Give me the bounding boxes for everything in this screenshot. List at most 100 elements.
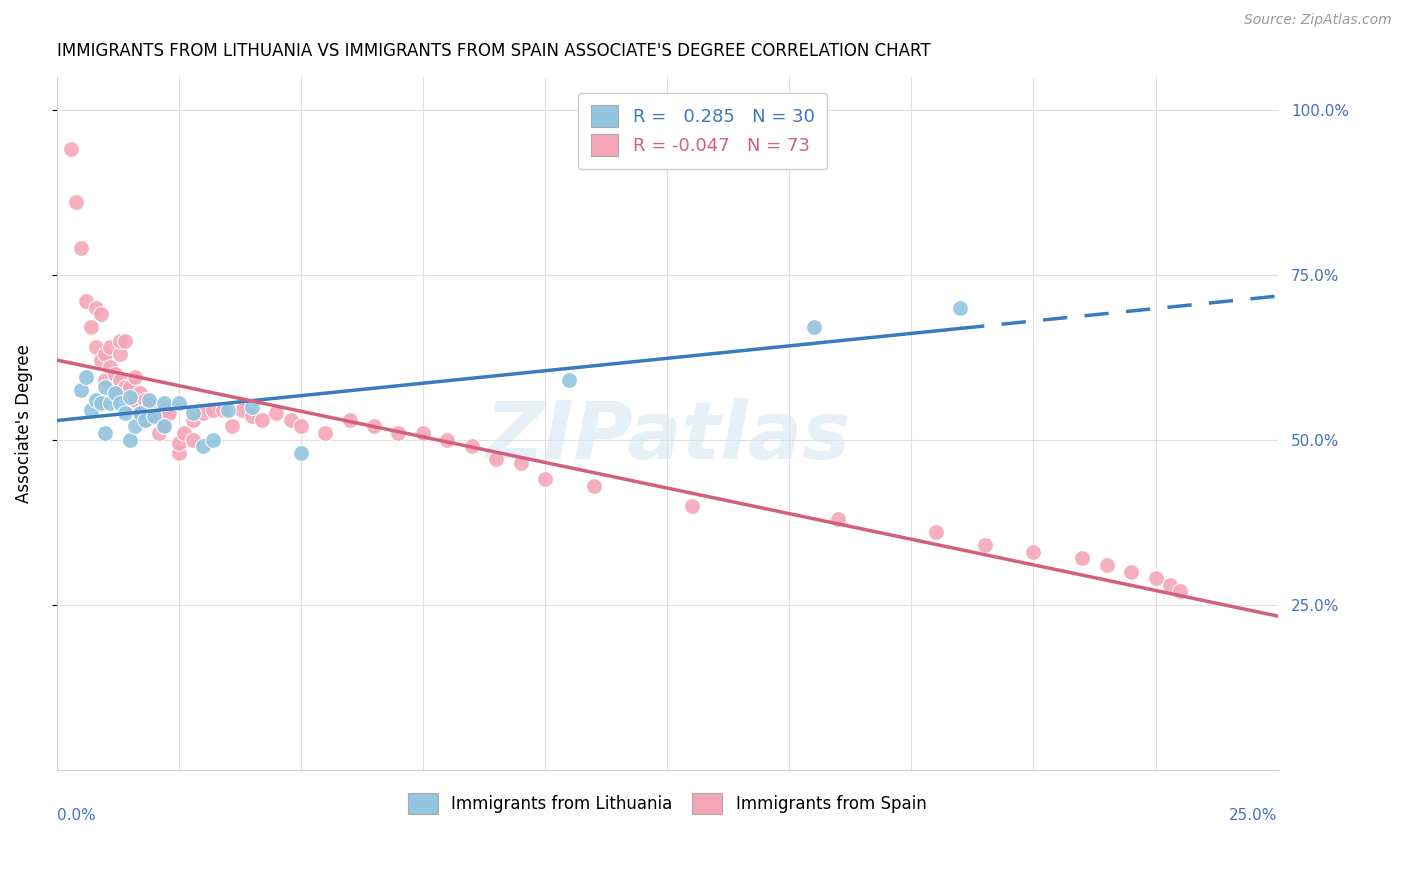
Point: [90, 353, 112, 368]
Point: [84, 340, 107, 354]
Point: [280, 413, 302, 427]
Point: [94, 425, 117, 440]
Point: [153, 419, 176, 434]
Point: [124, 370, 146, 384]
Point: [84, 301, 107, 315]
Point: [65, 194, 87, 209]
Point: [80, 320, 103, 334]
Y-axis label: Associate's Degree: Associate's Degree: [15, 343, 32, 502]
Point: [231, 403, 253, 417]
Point: [290, 446, 312, 460]
Point: [138, 392, 160, 407]
Point: [124, 419, 146, 434]
Point: [183, 413, 205, 427]
Point: [191, 439, 214, 453]
Point: [108, 373, 131, 387]
Point: [75, 370, 97, 384]
Point: [70, 383, 93, 397]
Point: [84, 392, 107, 407]
Point: [60, 142, 83, 156]
Point: [157, 406, 180, 420]
Point: [509, 456, 531, 470]
Point: [681, 499, 703, 513]
Point: [221, 419, 243, 434]
Point: [118, 400, 141, 414]
Point: [266, 406, 288, 420]
Point: [314, 425, 336, 440]
Point: [98, 396, 121, 410]
Point: [80, 403, 103, 417]
Point: [1022, 545, 1045, 559]
Point: [167, 436, 190, 450]
Point: [124, 392, 146, 407]
Point: [363, 419, 385, 434]
Point: [803, 320, 825, 334]
Point: [173, 425, 195, 440]
Point: [104, 386, 127, 401]
Point: [90, 307, 112, 321]
Point: [138, 403, 160, 417]
Point: [108, 396, 131, 410]
Point: [98, 340, 121, 354]
Point: [108, 334, 131, 348]
Point: [582, 479, 605, 493]
Point: [240, 400, 263, 414]
Point: [534, 472, 557, 486]
Point: [143, 406, 166, 420]
Point: [412, 425, 434, 440]
Point: [143, 409, 166, 424]
Point: [201, 403, 224, 417]
Point: [134, 413, 156, 427]
Point: [128, 406, 150, 420]
Point: [1071, 551, 1094, 566]
Point: [108, 347, 131, 361]
Point: [114, 334, 136, 348]
Point: [70, 241, 93, 255]
Point: [153, 403, 176, 417]
Point: [90, 396, 112, 410]
Point: [217, 403, 239, 417]
Point: [104, 367, 127, 381]
Point: [240, 409, 263, 424]
Point: [250, 413, 273, 427]
Point: [1095, 558, 1118, 572]
Text: 25.0%: 25.0%: [1229, 808, 1278, 823]
Point: [387, 425, 409, 440]
Point: [925, 524, 948, 539]
Point: [114, 380, 136, 394]
Point: [114, 406, 136, 420]
Text: IMMIGRANTS FROM LITHUANIA VS IMMIGRANTS FROM SPAIN ASSOCIATE'S DEGREE CORRELATIO: IMMIGRANTS FROM LITHUANIA VS IMMIGRANTS …: [56, 42, 931, 60]
Point: [1119, 565, 1142, 579]
Point: [153, 419, 176, 434]
Point: [211, 403, 233, 417]
Point: [118, 380, 141, 394]
Point: [94, 373, 117, 387]
Point: [1168, 584, 1191, 599]
Text: 0.0%: 0.0%: [56, 808, 96, 823]
Point: [558, 373, 581, 387]
Point: [134, 392, 156, 407]
Text: Source: ZipAtlas.com: Source: ZipAtlas.com: [1244, 13, 1392, 28]
Point: [138, 396, 160, 410]
Point: [128, 406, 150, 420]
Point: [128, 386, 150, 401]
Point: [191, 406, 214, 420]
Point: [973, 538, 995, 552]
Point: [134, 413, 156, 427]
Point: [94, 380, 117, 394]
Point: [436, 433, 458, 447]
Point: [167, 396, 190, 410]
Point: [485, 452, 508, 467]
Point: [1144, 571, 1167, 585]
Point: [827, 512, 849, 526]
Point: [290, 419, 312, 434]
Point: [167, 446, 190, 460]
Point: [118, 390, 141, 404]
Point: [104, 386, 127, 401]
Point: [75, 293, 97, 308]
Point: [949, 301, 972, 315]
Point: [183, 433, 205, 447]
Point: [153, 396, 176, 410]
Legend: Immigrants from Lithuania, Immigrants from Spain: Immigrants from Lithuania, Immigrants fr…: [398, 783, 936, 823]
Point: [98, 359, 121, 374]
